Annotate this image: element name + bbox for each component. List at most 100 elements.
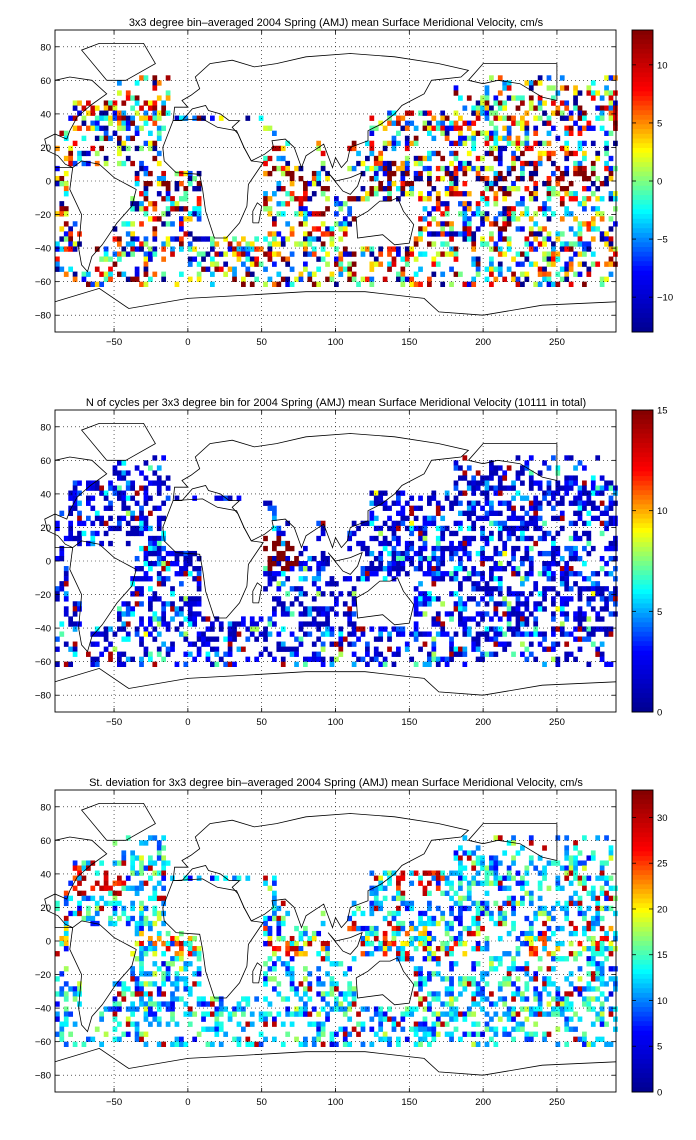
heatmap-cell xyxy=(267,566,273,572)
heatmap-cell xyxy=(112,1011,118,1017)
heatmap-cell xyxy=(125,885,131,891)
heatmap-cell xyxy=(369,276,375,282)
heatmap-cell xyxy=(99,631,105,637)
heatmap-cell xyxy=(458,845,463,851)
heatmap-cell xyxy=(489,991,494,997)
heatmap-cell xyxy=(524,251,530,257)
heatmap-cell xyxy=(320,946,326,952)
heatmap-cell xyxy=(564,616,570,622)
heatmap-cell xyxy=(511,966,516,972)
heatmap-cell xyxy=(254,246,260,252)
colorbar-segment xyxy=(632,147,653,154)
colorbar-segment xyxy=(632,523,653,529)
heatmap-cell xyxy=(378,651,384,657)
heatmap-cell xyxy=(586,246,592,252)
heatmap-cell xyxy=(564,976,570,982)
heatmap-cell xyxy=(285,611,291,617)
colorbar-segment xyxy=(632,261,653,267)
heatmap-cell xyxy=(613,221,618,227)
heatmap-cell xyxy=(179,976,184,982)
heatmap-cell xyxy=(373,495,379,501)
heatmap-cell xyxy=(506,561,512,567)
heatmap-cell xyxy=(139,510,144,516)
heatmap-cell xyxy=(81,865,87,871)
heatmap-cell xyxy=(559,201,565,207)
heatmap-cell xyxy=(272,890,277,896)
heatmap-cell xyxy=(196,651,202,657)
heatmap-cell xyxy=(458,895,463,902)
heatmap-cell xyxy=(94,626,100,632)
heatmap-cell xyxy=(329,226,335,232)
heatmap-cell xyxy=(489,470,494,476)
heatmap-cell xyxy=(378,525,384,532)
heatmap-cell xyxy=(537,281,543,287)
heatmap-cell xyxy=(573,951,578,957)
heatmap-cell xyxy=(294,651,299,657)
heatmap-cell xyxy=(210,246,215,252)
heatmap-cell xyxy=(161,611,167,617)
heatmap-cell xyxy=(524,206,530,212)
heatmap-cell xyxy=(573,100,578,106)
heatmap-cell xyxy=(551,586,556,592)
heatmap-cell xyxy=(94,880,100,886)
heatmap-cell xyxy=(546,561,552,567)
heatmap-cell xyxy=(81,276,87,282)
heatmap-cell xyxy=(112,525,118,532)
heatmap-cell xyxy=(325,175,330,182)
heatmap-cell xyxy=(303,246,308,252)
heatmap-cell xyxy=(497,465,503,471)
heatmap-cell xyxy=(427,991,432,997)
heatmap-cell xyxy=(480,971,485,977)
heatmap-cell xyxy=(528,895,534,902)
heatmap-cell xyxy=(590,596,596,602)
heatmap-cell xyxy=(431,115,437,121)
heatmap-cell xyxy=(320,555,326,562)
heatmap-cell xyxy=(444,201,450,207)
heatmap-cell xyxy=(604,561,609,567)
heatmap-cell xyxy=(121,505,127,511)
heatmap-cell xyxy=(400,271,406,277)
heatmap-cell xyxy=(559,925,565,932)
heatmap-cell xyxy=(542,606,547,612)
heatmap-cell xyxy=(103,256,109,262)
heatmap-cell xyxy=(117,890,122,896)
heatmap-cell xyxy=(471,946,477,952)
heatmap-cell xyxy=(427,900,432,907)
heatmap-cell xyxy=(236,1001,242,1007)
heatmap-cell xyxy=(506,266,512,272)
heatmap-cell xyxy=(320,241,326,247)
heatmap-cell xyxy=(152,895,158,902)
heatmap-cell xyxy=(81,520,87,527)
heatmap-cell xyxy=(196,201,202,207)
heatmap-cell xyxy=(152,100,158,106)
heatmap-cell xyxy=(422,946,428,952)
heatmap-cell xyxy=(170,1016,175,1022)
heatmap-cell xyxy=(551,550,556,557)
heatmap-cell xyxy=(582,636,587,642)
heatmap-cell xyxy=(130,870,136,876)
heatmap-cell xyxy=(493,115,499,121)
heatmap-cell xyxy=(125,135,131,142)
heatmap-cell xyxy=(55,246,60,252)
heatmap-cell xyxy=(533,915,539,922)
heatmap-cell xyxy=(515,880,521,886)
heatmap-cell xyxy=(170,246,175,252)
heatmap-cell xyxy=(537,571,543,577)
heatmap-cell xyxy=(466,525,472,532)
colorbar-segment xyxy=(632,532,653,538)
heatmap-cell xyxy=(409,870,415,876)
heatmap-cell xyxy=(143,495,149,501)
heatmap-cell xyxy=(546,981,552,987)
heatmap-cell xyxy=(187,621,193,627)
colorbar-segment xyxy=(632,34,653,40)
heatmap-cell xyxy=(369,191,375,197)
heatmap-cell xyxy=(528,976,534,982)
heatmap-cell xyxy=(351,196,357,202)
heatmap-cell xyxy=(400,626,406,632)
heatmap-cell xyxy=(311,930,317,937)
heatmap-cell xyxy=(475,925,481,932)
heatmap-cell xyxy=(471,596,477,602)
heatmap-cell xyxy=(480,236,485,242)
heatmap-cell xyxy=(427,976,432,982)
